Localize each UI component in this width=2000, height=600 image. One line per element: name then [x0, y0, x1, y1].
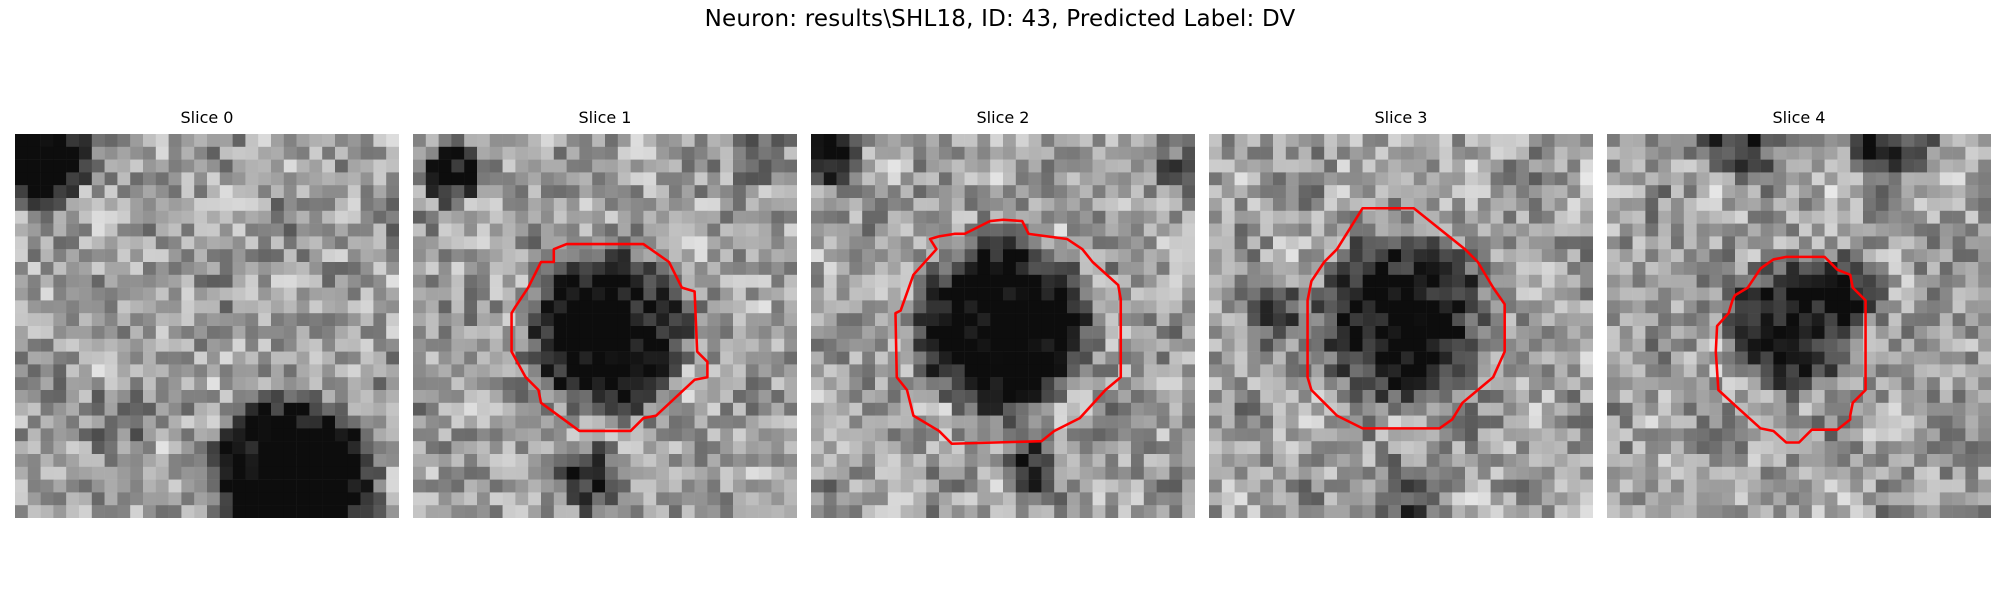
grayscale-pixel-grid: [811, 134, 1195, 518]
slice-image-1: [413, 134, 797, 518]
slice-image-3: [1209, 134, 1593, 518]
neuron-contour: [1714, 255, 1867, 444]
slice-image-frame: [413, 134, 797, 518]
slice-title: Slice 2: [976, 108, 1030, 127]
neuron-contour: [1306, 206, 1506, 430]
slice-title: Slice 0: [180, 108, 234, 127]
slice-title: Slice 4: [1772, 108, 1826, 127]
neuron-contour: [894, 218, 1123, 446]
slice-title: Slice 1: [578, 108, 632, 127]
figure-title: Neuron: results\SHL18, ID: 43, Predicted…: [704, 6, 1296, 32]
slice-image-frame: [1607, 134, 1991, 518]
slice-image-4: [1607, 134, 1991, 518]
slice-image-frame: [15, 134, 399, 518]
grayscale-pixel-grid: [15, 134, 399, 518]
grayscale-pixel-grid: [1209, 134, 1593, 518]
slice-image-frame: [1209, 134, 1593, 518]
slice-image-2: [811, 134, 1195, 518]
grayscale-pixel-grid: [413, 134, 797, 518]
slice-title: Slice 3: [1374, 108, 1428, 127]
slice-image-frame: [811, 134, 1195, 518]
neuron-contour: [510, 242, 709, 433]
grayscale-pixel-grid: [1607, 134, 1991, 518]
slice-image-0: [15, 134, 399, 518]
